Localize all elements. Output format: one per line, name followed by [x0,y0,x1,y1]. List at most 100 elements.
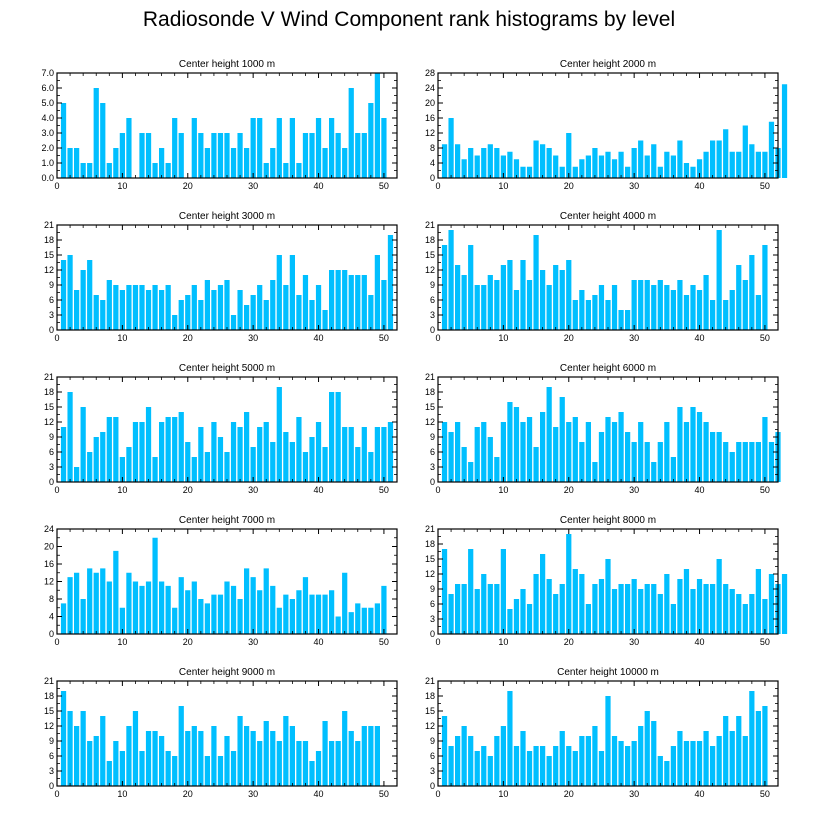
bar [217,285,224,330]
x-tick-label: 20 [183,485,193,495]
bar [729,731,735,786]
bar [355,741,361,786]
bar [566,534,572,634]
bar [244,726,250,786]
panel-6: Center height 6000 m 0 3 6 9 12 15 18 21 0 10 20 30 4… [425,363,781,495]
bar [755,151,761,178]
bar [368,452,374,482]
bar [520,166,526,178]
bar [230,422,237,482]
bar [67,577,73,635]
bar [559,166,565,178]
y-tick-label: 15 [44,706,54,716]
y-tick-label: 28 [425,68,435,78]
x-tick-label: 0 [54,485,59,495]
bar [257,741,263,786]
panel-title: Center height 1000 m [179,59,275,70]
bar [683,422,690,482]
bar [566,746,572,786]
bar [191,581,197,634]
bar [204,756,210,786]
bar [374,726,380,786]
bar [762,417,768,482]
bar [172,607,178,634]
x-tick-label: 10 [498,789,508,799]
bar [302,452,309,482]
bar [119,751,125,786]
bar [257,427,263,482]
y-tick-label: 3 [49,462,54,472]
bar [762,599,768,634]
x-tick-label: 20 [183,333,193,343]
bar [270,442,276,482]
bar [198,731,204,786]
bar [455,422,461,482]
bar [618,584,624,634]
bar [638,280,644,330]
bar [755,295,761,330]
x-tick-label: 30 [629,333,639,343]
bar [145,290,152,330]
bar [309,761,315,786]
bar [742,280,748,330]
bar [644,280,650,330]
bar [159,422,165,482]
bar [710,584,716,634]
y-tick-label: 12 [44,417,54,427]
bar [60,603,67,635]
bar [585,300,591,330]
bar [441,144,448,178]
bar [513,159,520,178]
bar [487,584,493,634]
bar [481,285,487,330]
bar [178,300,184,330]
bar [559,731,565,786]
x-tick-label: 30 [629,485,639,495]
bar [742,442,748,482]
bar [572,417,578,482]
x-tick-label: 40 [314,333,324,343]
bar [559,397,565,482]
bar [513,599,520,634]
x-tick-label: 30 [629,637,639,647]
x-tick-label: 0 [435,789,440,799]
bar [579,290,585,330]
bar [119,457,125,482]
y-tick-label: 6 [430,295,435,305]
bar [540,144,546,178]
bar [749,594,755,634]
x-tick-label: 30 [248,181,258,191]
bar [60,260,67,330]
bar [257,590,263,634]
bar [625,432,631,482]
bar [329,270,335,330]
bar [237,716,243,786]
y-tick-label: 15 [44,250,54,260]
y-tick-label: 8 [430,143,435,153]
x-tick-label: 20 [183,789,193,799]
bar [270,585,276,635]
bar [657,166,663,178]
bar [152,285,158,330]
y-tick-label: 18 [425,235,435,245]
bar [296,590,302,634]
bar [374,255,380,330]
y-tick-label: 18 [425,539,435,549]
y-tick-label: 0 [49,781,54,791]
bar [342,427,348,482]
bar [716,736,722,786]
bar [250,447,256,482]
x-tick-label: 40 [314,181,324,191]
y-tick-label: 18 [44,235,54,245]
y-tick-label: 4 [430,158,435,168]
bar [677,579,683,634]
bar [526,417,533,482]
bar [468,736,474,786]
x-tick-label: 40 [314,637,324,647]
bar [592,462,598,482]
bar [696,579,703,634]
x-tick-label: 40 [695,181,705,191]
y-tick-label: 4.0 [41,113,54,123]
bar [703,275,709,330]
bar [250,295,256,330]
